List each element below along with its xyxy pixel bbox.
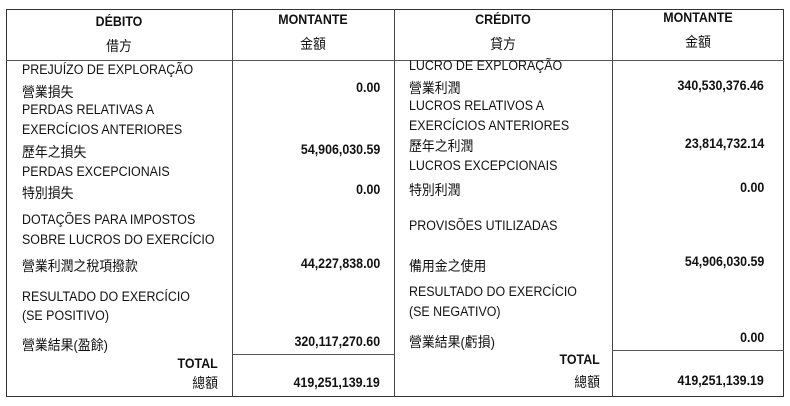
debit-item-label: EXERCÍCIOS ANTERIORES <box>22 122 183 137</box>
credit-total-label-zh: 總額 <box>574 374 600 390</box>
total-divider <box>612 350 784 351</box>
credit-item-label-zh: 營業利潤 <box>409 80 461 96</box>
debit-total-label: TOTAL <box>177 356 218 371</box>
credit-item-amount: 340,530,376.46 <box>677 78 764 93</box>
credit-total-label: TOTAL <box>559 352 600 367</box>
balance-table <box>6 9 784 397</box>
debit-item-amount: 0.00 <box>355 182 380 197</box>
debit-item-amount: 0.00 <box>355 80 380 95</box>
debit-item-amount: 54,906,030.59 <box>300 142 380 157</box>
debit-total-label-zh: 總額 <box>192 375 218 391</box>
debit-item-label-zh: 營業利潤之稅項撥款 <box>22 258 138 274</box>
credit-item-label: RESULTADO DO EXERCÍCIO <box>409 284 577 299</box>
column-divider <box>612 9 613 397</box>
debit-item-label: SOBRE LUCROS DO EXERCÍCIO <box>22 232 215 247</box>
debit-item-label-zh: 歷年之損失 <box>22 144 87 160</box>
debit-header-zh: 借方 <box>106 38 132 54</box>
debit-item-label-zh: 營業結果(盈餘) <box>22 337 108 353</box>
credit-item-label-zh: 特別利潤 <box>409 182 461 198</box>
column-divider <box>394 9 395 397</box>
total-divider <box>232 354 394 355</box>
credit-item-label-zh: 備用金之使用 <box>409 258 487 274</box>
debit-item-label-zh: 特別損失 <box>22 185 74 201</box>
debit-item-label: PERDAS RELATIVAS A <box>22 102 155 117</box>
debit-item-label: (SE POSITIVO) <box>22 308 109 323</box>
column-divider <box>232 9 233 397</box>
debit-header: DÉBITO <box>95 14 143 29</box>
credit-header: CRÉDITO <box>475 12 531 27</box>
debit-item-label: DOTAÇÕES PARA IMPOSTOS <box>22 212 196 227</box>
debit-item-label: PERDAS EXCEPCIONAIS <box>22 164 170 179</box>
credit-item-label-zh: 營業結果(虧損) <box>409 334 495 350</box>
debit-amount-header-zh: 金額 <box>300 36 326 52</box>
credit-item-label: LUCROS RELATIVOS A <box>409 98 545 113</box>
debit-item-amount: 320,117,270.60 <box>294 334 380 349</box>
credit-item-label: PROVISÕES UTILIZADAS <box>409 218 558 233</box>
debit-amount-header: MONTANTE <box>278 12 348 27</box>
credit-item-amount: 0.00 <box>739 330 764 345</box>
debit-item-label: PREJUÍZO DE EXPLORAÇÃO <box>22 62 194 77</box>
credit-item-amount: 0.00 <box>739 180 764 195</box>
credit-item-label: (SE NEGATIVO) <box>409 304 501 319</box>
credit-amount-header-zh: 金額 <box>685 34 711 50</box>
credit-item-label: EXERCÍCIOS ANTERIORES <box>409 118 570 133</box>
debit-item-amount: 44,227,838.00 <box>300 256 380 271</box>
credit-item-amount: 23,814,732.14 <box>684 136 764 151</box>
credit-total-amount: 419,251,139.19 <box>677 373 764 388</box>
header-divider <box>6 60 784 61</box>
credit-item-label-zh: 歷年之利潤 <box>409 138 474 154</box>
credit-amount-header: MONTANTE <box>663 10 733 25</box>
credit-item-label: LUCROS EXCEPCIONAIS <box>409 158 558 173</box>
debit-item-label-zh: 營業損失 <box>22 84 74 100</box>
debit-item-label: RESULTADO DO EXERCÍCIO <box>22 289 190 304</box>
debit-total-amount: 419,251,139.19 <box>293 375 380 390</box>
credit-header-zh: 貸方 <box>490 36 516 52</box>
credit-item-label: LUCRO DE EXPLORAÇÃO <box>409 58 563 73</box>
credit-item-amount: 54,906,030.59 <box>684 254 764 269</box>
